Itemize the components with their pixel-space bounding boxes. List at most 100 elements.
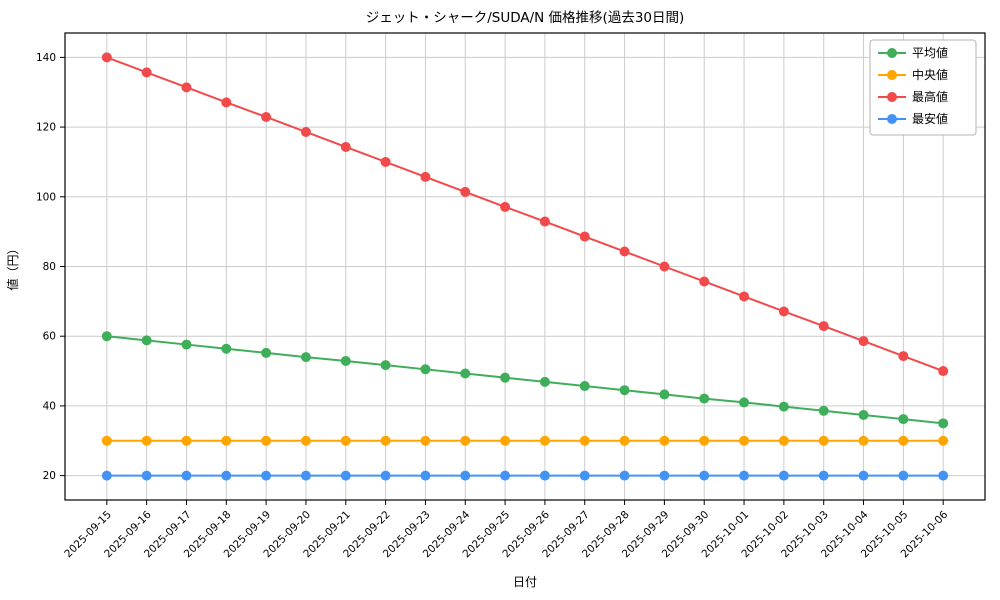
data-point-marker <box>699 393 710 404</box>
data-point-marker <box>221 470 232 481</box>
data-point-marker <box>898 414 909 425</box>
data-point-marker <box>261 435 272 446</box>
data-point-marker <box>460 470 471 481</box>
data-point-marker <box>261 470 272 481</box>
legend-box <box>869 39 977 136</box>
legend-marker <box>887 92 897 102</box>
data-point-marker <box>340 141 351 152</box>
data-point-marker <box>858 409 869 420</box>
gridlines <box>65 33 985 500</box>
data-point-marker <box>938 470 949 481</box>
data-point-marker <box>579 470 590 481</box>
data-point-marker <box>380 435 391 446</box>
data-point-marker <box>818 405 829 416</box>
legend-label: 最安値 <box>912 111 948 126</box>
data-point-marker <box>300 470 311 481</box>
data-point-marker <box>938 418 949 429</box>
data-point-marker <box>818 321 829 332</box>
data-point-marker <box>619 385 630 396</box>
x-axis-label: 日付 <box>513 575 537 589</box>
y-tick-label: 100 <box>36 191 56 203</box>
data-point-marker <box>420 470 431 481</box>
data-point-marker <box>460 435 471 446</box>
data-point-marker <box>181 82 192 93</box>
data-point-marker <box>938 366 949 377</box>
data-point-marker <box>181 470 192 481</box>
data-point-marker <box>500 435 511 446</box>
y-tick-label: 140 <box>36 52 56 64</box>
data-point-marker <box>300 435 311 446</box>
data-point-marker <box>659 470 670 481</box>
data-point-marker <box>539 216 550 227</box>
legend-marker <box>887 48 897 58</box>
y-tick-label: 60 <box>43 331 56 343</box>
data-point-marker <box>181 435 192 446</box>
data-point-marker <box>579 381 590 392</box>
y-tick-label: 80 <box>43 261 56 273</box>
data-point-marker <box>221 97 232 108</box>
data-point-marker <box>101 470 112 481</box>
series-1 <box>101 435 949 446</box>
data-point-marker <box>420 435 431 446</box>
data-point-marker <box>619 246 630 257</box>
data-point-marker <box>420 171 431 182</box>
data-point-marker <box>739 435 750 446</box>
series-line <box>106 335 944 425</box>
data-point-marker <box>699 435 710 446</box>
data-point-marker <box>619 435 630 446</box>
data-point-marker <box>261 347 272 358</box>
y-tick-label: 40 <box>43 400 56 412</box>
data-point-marker <box>340 355 351 366</box>
legend-marker <box>887 70 897 80</box>
y-tick-label: 20 <box>43 470 56 482</box>
data-point-marker <box>221 343 232 354</box>
series-2 <box>101 52 949 377</box>
series-line <box>106 56 944 372</box>
data-point-marker <box>380 360 391 371</box>
data-point-marker <box>539 376 550 387</box>
data-point-marker <box>778 306 789 317</box>
legend-label: 中央値 <box>912 67 948 82</box>
data-point-marker <box>300 126 311 137</box>
data-point-marker <box>261 111 272 122</box>
data-point-marker <box>340 435 351 446</box>
data-point-marker <box>340 470 351 481</box>
legend-marker <box>887 114 897 124</box>
data-point-marker <box>818 435 829 446</box>
data-point-marker <box>739 397 750 408</box>
data-point-marker <box>699 276 710 287</box>
data-point-marker <box>898 351 909 362</box>
data-point-marker <box>300 352 311 363</box>
data-point-marker <box>659 261 670 272</box>
data-point-marker <box>938 435 949 446</box>
data-point-marker <box>579 231 590 242</box>
x-tick-labels: 2025-09-152025-09-162025-09-172025-09-18… <box>62 508 950 560</box>
data-point-marker <box>778 470 789 481</box>
y-tick-labels: 20 40 60 80 100 120 140 <box>36 52 56 482</box>
data-point-marker <box>659 435 670 446</box>
data-point-marker <box>739 470 750 481</box>
data-point-marker <box>898 435 909 446</box>
data-point-marker <box>380 156 391 167</box>
data-point-marker <box>141 435 152 446</box>
y-tick-label: 120 <box>36 122 56 134</box>
axis-ticks <box>60 56 944 505</box>
series-0 <box>101 331 949 429</box>
y-axis-label: 値（円） <box>5 242 20 290</box>
data-point-marker <box>699 470 710 481</box>
data-point-marker <box>818 470 829 481</box>
data-point-marker <box>500 372 511 383</box>
data-point-marker <box>539 435 550 446</box>
data-point-marker <box>539 470 550 481</box>
data-point-marker <box>739 291 750 302</box>
data-point-marker <box>221 435 232 446</box>
data-point-marker <box>898 470 909 481</box>
data-point-marker <box>141 470 152 481</box>
data-point-marker <box>500 201 511 212</box>
data-point-marker <box>619 470 630 481</box>
data-point-marker <box>778 435 789 446</box>
legend-label: 平均値 <box>912 45 948 60</box>
data-point-marker <box>778 401 789 412</box>
